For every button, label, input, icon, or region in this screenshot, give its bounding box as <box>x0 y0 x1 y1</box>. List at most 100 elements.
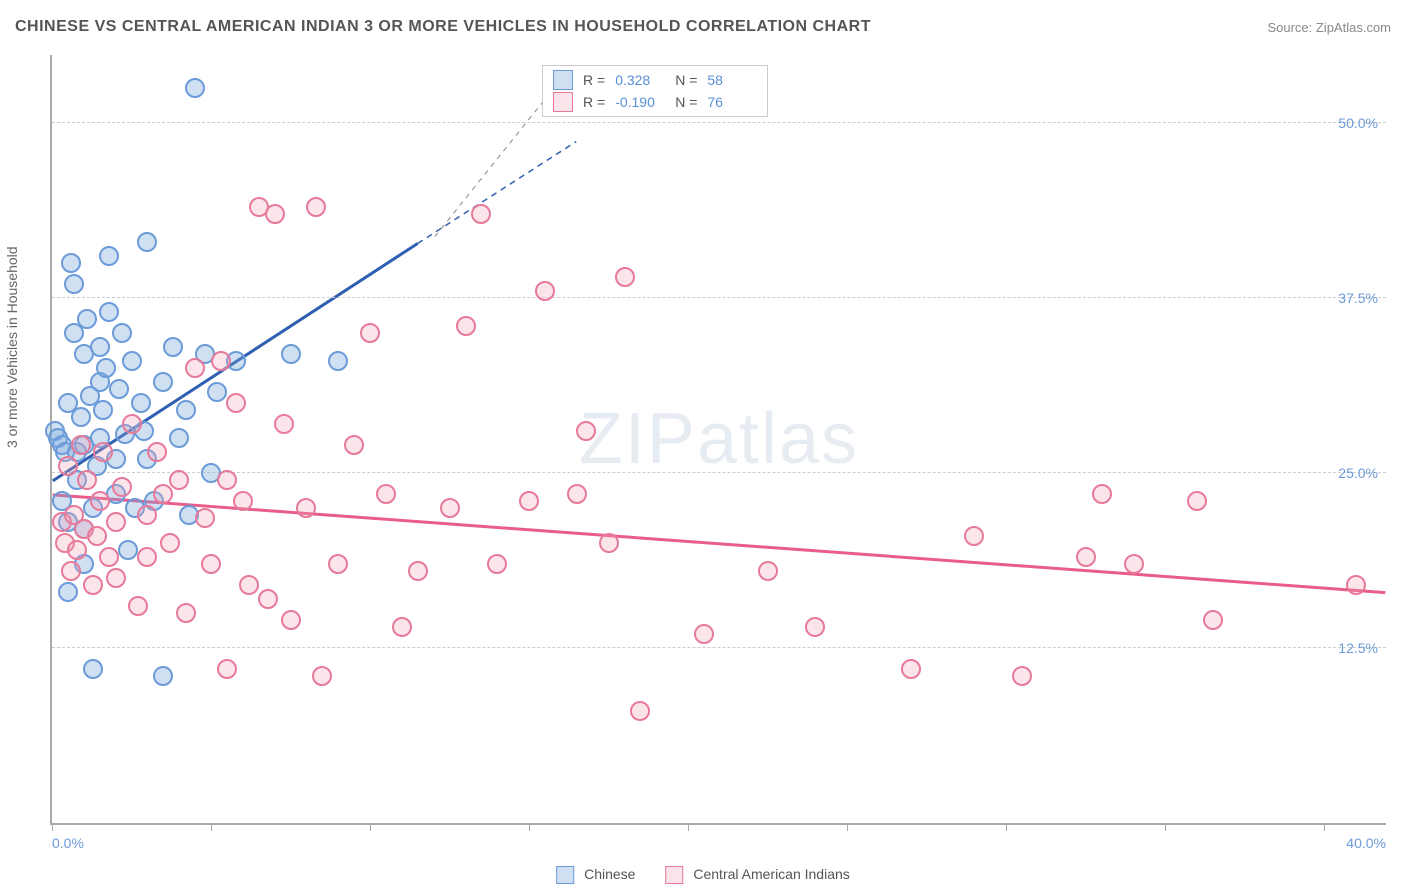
data-point <box>535 281 555 301</box>
legend-label-cai: Central American Indians <box>693 866 849 882</box>
data-point <box>61 561 81 581</box>
data-point <box>61 253 81 273</box>
stats-row: R = -0.190 N = 76 <box>553 92 757 112</box>
data-point <box>519 491 539 511</box>
data-point <box>176 400 196 420</box>
data-point <box>106 568 126 588</box>
y-tick-label: 37.5% <box>1338 290 1378 306</box>
data-point <box>226 393 246 413</box>
data-point <box>99 302 119 322</box>
data-point <box>163 337 183 357</box>
stats-row: R = 0.328 N = 58 <box>553 70 757 90</box>
data-point <box>58 456 78 476</box>
data-point <box>93 400 113 420</box>
data-point <box>153 372 173 392</box>
gridline <box>52 647 1386 648</box>
x-tick <box>1324 823 1325 831</box>
data-point <box>122 414 142 434</box>
data-point <box>306 197 326 217</box>
data-point <box>265 204 285 224</box>
data-point <box>169 428 189 448</box>
data-point <box>328 351 348 371</box>
legend-label-chinese: Chinese <box>584 866 635 882</box>
watermark-text: ZIPatlas <box>579 398 859 480</box>
data-point <box>1124 554 1144 574</box>
gridline <box>52 472 1386 473</box>
data-point <box>195 508 215 528</box>
x-tick <box>211 823 212 831</box>
data-point <box>137 505 157 525</box>
stats-r-label: R = <box>583 94 605 110</box>
data-point <box>99 246 119 266</box>
y-tick-label: 12.5% <box>1338 640 1378 656</box>
data-point <box>71 435 91 455</box>
data-point <box>93 442 113 462</box>
data-point <box>1187 491 1207 511</box>
legend-item-chinese: Chinese <box>556 866 635 884</box>
data-point <box>456 316 476 336</box>
data-point <box>239 575 259 595</box>
data-point <box>576 421 596 441</box>
data-point <box>207 382 227 402</box>
x-tick <box>370 823 371 831</box>
stats-r-value: 0.328 <box>615 72 665 88</box>
data-point <box>281 610 301 630</box>
data-point <box>694 624 714 644</box>
data-point <box>258 589 278 609</box>
data-point <box>211 351 231 371</box>
data-point <box>153 666 173 686</box>
data-point <box>344 435 364 455</box>
gridline <box>52 122 1386 123</box>
stats-r-value: -0.190 <box>615 94 665 110</box>
data-point <box>90 337 110 357</box>
data-point <box>901 659 921 679</box>
data-point <box>487 554 507 574</box>
plot-area: ZIPatlas 12.5%25.0%37.5%50.0%0.0%40.0% R… <box>50 55 1386 825</box>
stats-box: R = 0.328 N = 58 R = -0.190 N = 76 <box>542 65 768 117</box>
legend-item-cai: Central American Indians <box>665 866 849 884</box>
data-point <box>87 526 107 546</box>
data-point <box>217 470 237 490</box>
data-point <box>90 491 110 511</box>
stats-n-label: N = <box>675 72 697 88</box>
data-point <box>1092 484 1112 504</box>
data-point <box>169 470 189 490</box>
data-point <box>1203 610 1223 630</box>
data-point <box>185 358 205 378</box>
data-point <box>233 491 253 511</box>
data-point <box>440 498 460 518</box>
x-min-label: 0.0% <box>52 835 84 851</box>
data-point <box>106 512 126 532</box>
data-point <box>408 561 428 581</box>
data-point <box>71 407 91 427</box>
data-point <box>137 232 157 252</box>
chart-container: CHINESE VS CENTRAL AMERICAN INDIAN 3 OR … <box>0 0 1406 892</box>
data-point <box>328 554 348 574</box>
data-point <box>201 554 221 574</box>
data-point <box>392 617 412 637</box>
data-point <box>630 701 650 721</box>
data-point <box>615 267 635 287</box>
data-point <box>758 561 778 581</box>
y-axis-label: 3 or more Vehicles in Household <box>4 246 20 448</box>
data-point <box>176 603 196 623</box>
data-point <box>312 666 332 686</box>
stats-n-label: N = <box>675 94 697 110</box>
data-point <box>217 659 237 679</box>
data-point <box>137 547 157 567</box>
data-point <box>128 596 148 616</box>
stats-swatch <box>553 70 573 90</box>
data-point <box>376 484 396 504</box>
stats-n-value: 58 <box>707 72 757 88</box>
data-point <box>1346 575 1366 595</box>
trend-lines-layer <box>52 55 1386 823</box>
data-point <box>567 484 587 504</box>
x-max-label: 40.0% <box>1346 835 1386 851</box>
data-point <box>112 477 132 497</box>
data-point <box>99 547 119 567</box>
data-point <box>109 379 129 399</box>
stats-r-label: R = <box>583 72 605 88</box>
data-point <box>360 323 380 343</box>
data-point <box>281 344 301 364</box>
data-point <box>118 540 138 560</box>
